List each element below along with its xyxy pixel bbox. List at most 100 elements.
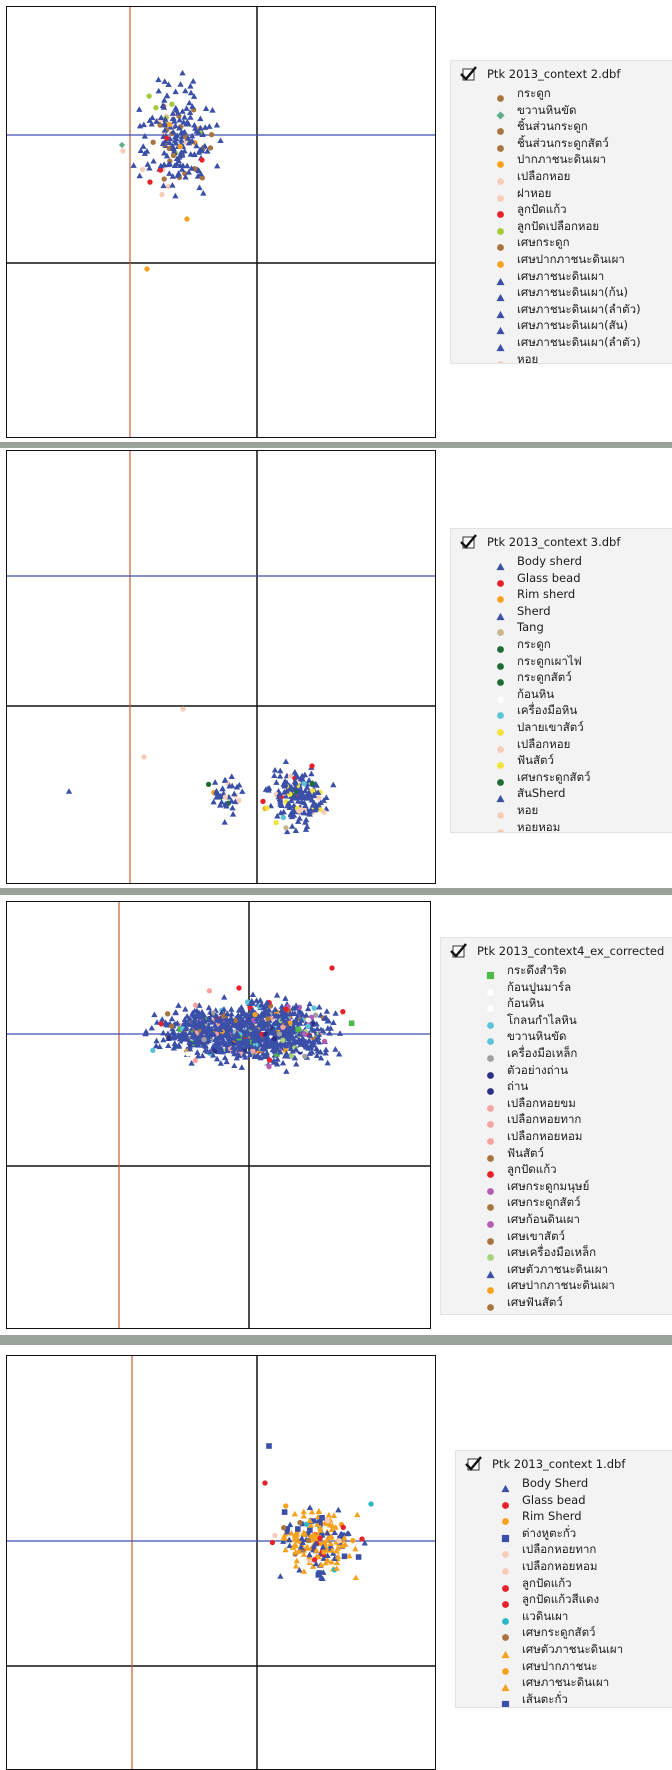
legend-item-label: เศษกระดูกสัตว์	[517, 769, 591, 784]
circle-marker-icon	[496, 354, 506, 363]
data-point	[305, 1537, 312, 1544]
legend-item-label: เศษเครื่องมือเหล็ก	[507, 1245, 597, 1260]
legend-item: ชิ้นส่วนกระดูกสัตว์	[451, 135, 672, 152]
legend-item: เปลือกหอยขม	[441, 1095, 672, 1112]
data-point	[293, 1557, 300, 1564]
legend-item-label: เปลือกหอยหอม	[522, 1558, 598, 1573]
checkbox-checked-icon[interactable]	[449, 943, 467, 959]
data-point	[286, 1536, 293, 1543]
circle-marker-icon	[496, 121, 506, 136]
data-point	[181, 113, 188, 120]
data-point	[288, 1052, 295, 1059]
data-point	[293, 1531, 301, 1537]
data-point	[172, 133, 179, 140]
legend-item-label: ปากภาชนะดินเผา	[517, 152, 607, 167]
data-point	[161, 120, 168, 126]
checkbox-checked-icon[interactable]	[459, 534, 477, 550]
data-point	[299, 776, 306, 782]
data-point	[171, 137, 179, 144]
data-point	[301, 809, 308, 815]
data-point	[153, 118, 160, 124]
data-point	[354, 1511, 361, 1518]
data-point	[327, 1534, 334, 1540]
circle-marker-icon	[496, 237, 506, 252]
data-point	[306, 1517, 314, 1524]
legend-item: ฟันสัตว์	[451, 752, 672, 770]
legend-item: กระดูก	[451, 85, 672, 102]
legend-context-1: Ptk 2013_context 1.dbf Body Sherd Glass be…	[455, 1450, 672, 1708]
data-point	[312, 1540, 319, 1547]
data-point	[254, 1015, 261, 1022]
data-point	[203, 1031, 210, 1037]
data-point	[302, 819, 309, 825]
legend-items: กระดูก ขวานหินขัด ชิ้นส่วนกระดูก ชิ้นส่วนกร…	[451, 85, 672, 363]
data-point	[334, 1553, 342, 1559]
data-point	[273, 1020, 280, 1026]
data-point	[169, 1034, 176, 1041]
data-point	[306, 808, 313, 814]
data-point	[247, 1021, 254, 1028]
data-point	[273, 1060, 281, 1067]
data-point	[202, 1043, 209, 1049]
data-point	[288, 786, 295, 792]
circle-marker-icon	[486, 982, 496, 996]
legend-item: เศษฟันสัตว์	[441, 1294, 672, 1311]
circle-marker-icon	[496, 138, 506, 152]
data-point	[159, 191, 165, 198]
data-point	[191, 1007, 198, 1014]
data-point	[308, 770, 315, 777]
legend-item-label: ลูกปัดแก้ว	[522, 1575, 572, 1590]
data-point	[165, 81, 172, 88]
legend-item-label: เศษภาชนะดินเผา(ลำตัว)	[517, 334, 641, 349]
triangle-marker-icon	[496, 304, 506, 318]
legend-item-label: กระดูก	[517, 636, 551, 651]
data-point	[186, 1016, 193, 1022]
triangle-marker-icon	[496, 606, 506, 620]
data-point	[248, 997, 255, 1004]
data-point	[182, 1040, 188, 1047]
data-point	[333, 1559, 341, 1566]
checkbox-checked-icon[interactable]	[459, 66, 477, 82]
data-point	[172, 1009, 180, 1015]
data-point	[302, 787, 309, 794]
data-point	[355, 1554, 362, 1560]
data-point	[153, 105, 159, 111]
data-point	[187, 114, 194, 120]
data-point	[242, 1054, 249, 1060]
legend-item: เครื่องมือหิน	[451, 702, 672, 720]
circle-marker-icon	[486, 1081, 496, 1096]
data-point	[310, 1536, 317, 1542]
data-point	[311, 1517, 319, 1524]
data-point	[172, 192, 179, 199]
circle-marker-icon	[501, 1561, 511, 1575]
triangle-marker-icon	[496, 337, 506, 352]
map-panel-context-1: Ptk 2013_context 1.dbf Body Sherd Glass be…	[0, 1345, 672, 1770]
data-point	[330, 1019, 337, 1025]
square-marker-icon	[501, 1528, 511, 1542]
map-panel-context-4: Ptk 2013_context4_ex_corrected กระดึงสำริ…	[0, 895, 672, 1335]
data-point	[249, 991, 257, 997]
legend-item: เปลือกหอย	[451, 168, 672, 185]
checkbox-checked-icon[interactable]	[464, 1456, 482, 1472]
legend-item-label: เส้นตะกั่ว	[522, 1691, 568, 1706]
data-point	[296, 1009, 303, 1015]
data-point	[210, 1031, 218, 1037]
data-point	[228, 773, 235, 779]
data-point	[158, 1016, 166, 1022]
data-point	[171, 118, 178, 124]
data-point	[304, 795, 312, 801]
legend-item-label: หอย	[517, 802, 539, 817]
data-point	[217, 137, 224, 144]
legend-item-label: เศษภาชนะดินเผา(ลำตัว)	[517, 301, 641, 316]
data-point	[206, 988, 213, 994]
circle-marker-icon	[496, 639, 506, 653]
data-point	[346, 1552, 353, 1559]
legend-item-label: กระดูก	[517, 86, 551, 100]
data-point	[305, 1023, 311, 1029]
data-point	[322, 1049, 329, 1056]
triangle-marker-icon	[496, 320, 506, 335]
data-point	[294, 818, 302, 824]
data-point	[242, 1031, 249, 1038]
data-point	[262, 1059, 268, 1065]
data-point	[166, 139, 173, 146]
